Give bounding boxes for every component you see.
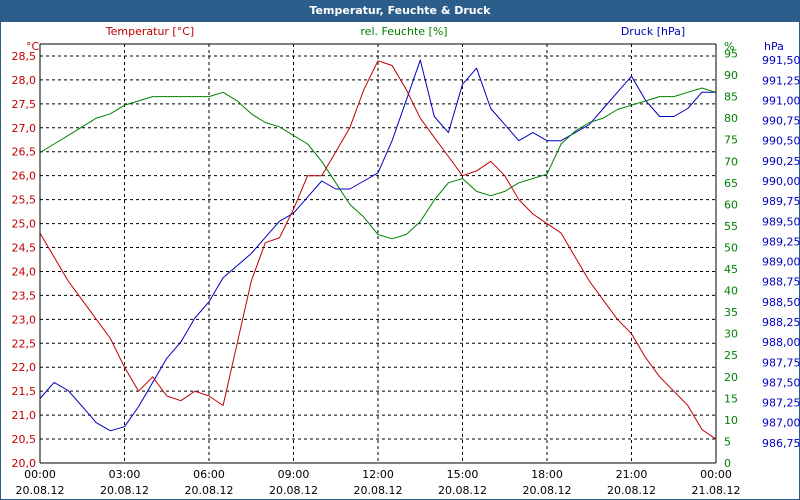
temperature-tick-label: 26,0: [12, 170, 37, 183]
humidity-tick-label: 25: [724, 349, 738, 362]
humidity-tick-label: 20: [724, 371, 738, 384]
humidity-tick-label: 50: [724, 241, 738, 254]
temperature-tick-label: 26,5: [12, 146, 37, 159]
pressure-tick-label: 986,75: [762, 437, 800, 450]
humidity-tick-label: 0: [724, 457, 731, 470]
x-tick-time: 00:00: [700, 468, 732, 481]
temperature-tick-label: 20,5: [12, 433, 37, 446]
x-tick-time: 03:00: [109, 468, 141, 481]
pressure-tick-label: 990,25: [762, 155, 800, 168]
pressure-tick-label: 987,50: [762, 376, 800, 389]
temperature-tick-label: 23,5: [12, 289, 37, 302]
humidity-tick-label: 35: [724, 306, 738, 319]
humidity-axis-unit: %: [724, 40, 734, 53]
pressure-tick-label: 989,50: [762, 215, 800, 228]
pressure-tick-label: 987,75: [762, 356, 800, 369]
humidity-tick-label: 40: [724, 285, 738, 298]
humidity-tick-label: 80: [724, 112, 738, 125]
pressure-tick-label: 989,25: [762, 235, 800, 248]
x-tick-time: 12:00: [362, 468, 394, 481]
pressure-tick-label: 989,00: [762, 256, 800, 269]
temperature-tick-label: 27,5: [12, 98, 37, 111]
x-tick-date: 21.08.12: [692, 484, 741, 497]
x-tick-date: 20.08.12: [523, 484, 572, 497]
pressure-tick-label: 988,50: [762, 296, 800, 309]
pressure-tick-label: 991,00: [762, 94, 800, 107]
humidity-tick-label: 90: [724, 69, 738, 82]
pressure-tick-label: 988,25: [762, 316, 800, 329]
pressure-axis-title: Druck [hPa]: [621, 25, 685, 38]
x-tick-time: 09:00: [278, 468, 310, 481]
temperature-tick-label: 25,0: [12, 218, 37, 231]
pressure-tick-label: 987,25: [762, 397, 800, 410]
humidity-tick-label: 75: [724, 134, 738, 147]
x-tick-date: 20.08.12: [185, 484, 234, 497]
humidity-tick-label: 45: [724, 263, 738, 276]
x-tick-date: 20.08.12: [16, 484, 65, 497]
x-tick-date: 20.08.12: [438, 484, 487, 497]
temperature-tick-label: 27,0: [12, 122, 37, 135]
pressure-tick-label: 987,00: [762, 417, 800, 430]
humidity-tick-label: 70: [724, 155, 738, 168]
humidity-tick-label: 15: [724, 392, 738, 405]
temperature-tick-label: 28,5: [12, 50, 37, 63]
pressure-tick-label: 988,00: [762, 336, 800, 349]
humidity-tick-label: 95: [724, 47, 738, 60]
temperature-tick-label: 25,5: [12, 194, 37, 207]
pressure-tick-label: 991,50: [762, 54, 800, 67]
temperature-tick-label: 20,0: [12, 457, 37, 470]
temperature-tick-label: 23,0: [12, 313, 37, 326]
humidity-series-line: [39, 87, 717, 240]
x-tick-time: 18:00: [531, 468, 563, 481]
x-tick-date: 20.08.12: [607, 484, 656, 497]
humidity-tick-label: 5: [724, 435, 731, 448]
humidity-tick-label: 60: [724, 198, 738, 211]
x-tick-date: 20.08.12: [269, 484, 318, 497]
pressure-axis-unit: hPa: [764, 40, 784, 53]
pressure-tick-label: 989,75: [762, 195, 800, 208]
humidity-tick-label: 10: [724, 414, 738, 427]
humidity-tick-label: 65: [724, 177, 738, 190]
temperature-tick-label: 21,5: [12, 385, 37, 398]
pressure-tick-label: 990,50: [762, 135, 800, 148]
chart-title: Temperatur, Feuchte & Druck: [0, 0, 800, 21]
pressure-tick-label: 988,75: [762, 276, 800, 289]
temperature-tick-label: 21,0: [12, 409, 37, 422]
x-tick-time: 21:00: [616, 468, 648, 481]
temperature-tick-label: 24,0: [12, 265, 37, 278]
pressure-tick-label: 990,75: [762, 115, 800, 128]
x-tick-time: 15:00: [447, 468, 479, 481]
x-tick-date: 20.08.12: [354, 484, 403, 497]
pressure-tick-label: 990,00: [762, 175, 800, 188]
temperature-tick-label: 22,5: [12, 337, 37, 350]
temperature-tick-label: 24,5: [12, 242, 37, 255]
temperature-tick-label: 22,0: [12, 361, 37, 374]
temperature-series-line: [39, 60, 717, 440]
temperature-axis-unit: °C: [26, 40, 40, 53]
x-tick-date: 20.08.12: [100, 484, 149, 497]
x-tick-time: 06:00: [193, 468, 225, 481]
humidity-tick-label: 55: [724, 220, 738, 233]
humidity-tick-label: 85: [724, 91, 738, 104]
pressure-series-line: [39, 59, 716, 432]
x-tick-time: 00:00: [24, 468, 56, 481]
temperature-axis-title: Temperatur [°C]: [105, 25, 194, 38]
pressure-tick-label: 991,25: [762, 74, 800, 87]
humidity-axis-title: rel. Feuchte [%]: [360, 25, 447, 38]
humidity-tick-label: 30: [724, 328, 738, 341]
temperature-tick-label: 28,0: [12, 74, 37, 87]
